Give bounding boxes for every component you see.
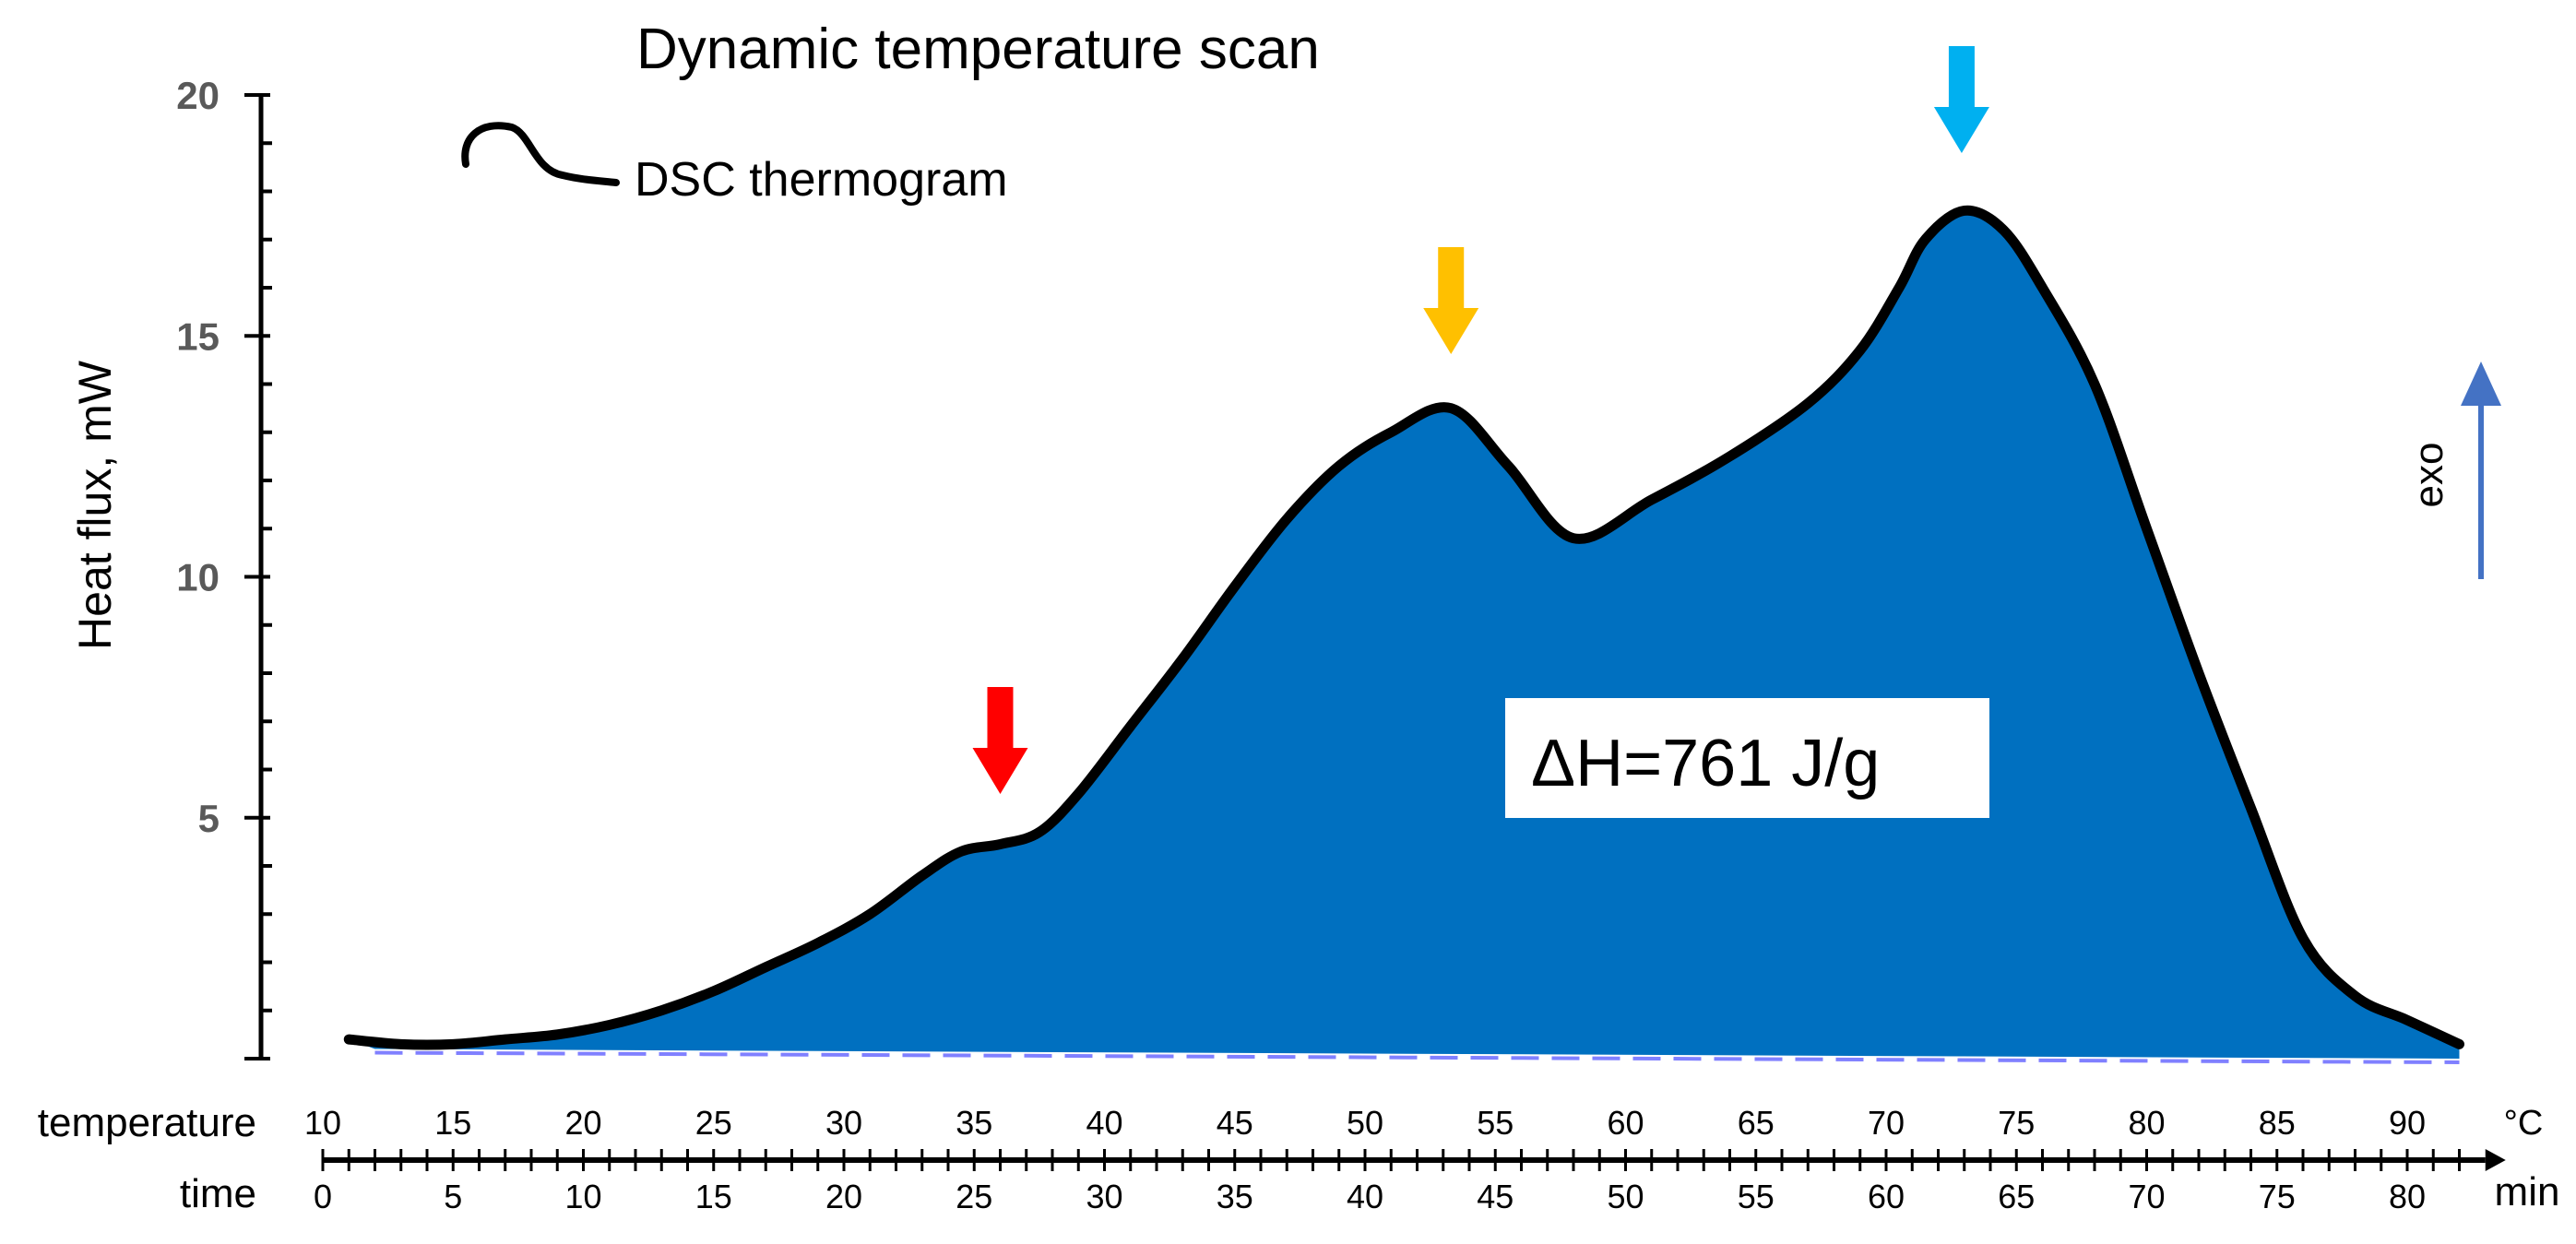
temperature-tick-label: 75 xyxy=(1998,1104,2035,1142)
time-tick-label: 30 xyxy=(1086,1178,1122,1215)
time-tick-label: 45 xyxy=(1477,1178,1514,1215)
time-tick-label: 50 xyxy=(1607,1178,1644,1215)
enthalpy-label-box xyxy=(1505,698,1989,818)
x-axes: 10 15 20 25 30 35 40 45 50 55 60 65 70 75 80 85 90 0 5 10 15… xyxy=(304,1104,2506,1215)
exo-arrow-head xyxy=(2461,361,2501,406)
dsc-thermogram-line xyxy=(343,205,2464,1050)
time-tick-label: 35 xyxy=(1217,1178,1253,1215)
temperature-tick-label: 45 xyxy=(1217,1104,1253,1142)
plot-area xyxy=(343,46,2464,1064)
temperature-tick-label: 70 xyxy=(1868,1104,1905,1142)
peak-arrow xyxy=(1933,46,1989,153)
time-tick-label: 65 xyxy=(1998,1178,2035,1215)
time-axis-name: time xyxy=(180,1171,256,1216)
y-axis: 5 10 15 20 xyxy=(176,74,272,1060)
temperature-tick-label: 15 xyxy=(434,1104,471,1142)
time-tick-label: 20 xyxy=(825,1178,862,1215)
legend-line-sample xyxy=(461,122,620,186)
temperature-tick-label: 90 xyxy=(2389,1104,2426,1142)
peak-arrow xyxy=(972,687,1028,794)
time-axis-unit: min xyxy=(2495,1169,2560,1214)
legend-label: DSC thermogram xyxy=(635,153,1008,207)
time-tick-label: 10 xyxy=(564,1178,601,1215)
temperature-tick-label: 35 xyxy=(956,1104,992,1142)
y-tick-label: 5 xyxy=(198,797,220,840)
exo-label: exo xyxy=(2406,443,2451,508)
time-tick-label: 55 xyxy=(1738,1178,1775,1215)
enthalpy-area xyxy=(349,210,2460,1059)
temperature-tick-label: 40 xyxy=(1086,1104,1122,1142)
temperature-tick-label: 80 xyxy=(2128,1104,2165,1142)
peak-arrow xyxy=(1423,247,1479,354)
temperature-tick-label: 65 xyxy=(1738,1104,1775,1142)
y-tick-label: 15 xyxy=(176,314,220,358)
y-tick-label: 10 xyxy=(176,556,220,599)
temperature-axis-unit: °C xyxy=(2504,1104,2544,1143)
time-tick-label: 0 xyxy=(314,1178,332,1215)
temperature-tick-label: 50 xyxy=(1347,1104,1383,1142)
y-tick-label: 20 xyxy=(176,74,220,117)
temperature-tick-label: 30 xyxy=(825,1104,862,1142)
temperature-tick-label: 60 xyxy=(1607,1104,1644,1142)
time-axis-arrowhead xyxy=(2485,1149,2506,1171)
time-tick-label: 40 xyxy=(1347,1178,1383,1215)
time-tick-label: 70 xyxy=(2128,1178,2165,1215)
time-tick-label: 75 xyxy=(2259,1178,2296,1215)
temperature-tick-label: 55 xyxy=(1477,1104,1514,1142)
chart-title: Dynamic temperature scan xyxy=(636,18,1320,81)
time-tick-label: 5 xyxy=(444,1178,462,1215)
time-tick-label: 60 xyxy=(1868,1178,1905,1215)
time-tick-label: 25 xyxy=(956,1178,992,1215)
temperature-tick-label: 25 xyxy=(695,1104,732,1142)
time-tick-label: 15 xyxy=(695,1178,732,1215)
temperature-axis-name: temperature xyxy=(38,1100,256,1145)
time-tick-label: 80 xyxy=(2389,1178,2426,1215)
enthalpy-label: ΔH=761 J/g xyxy=(1531,727,1880,800)
temperature-tick-label: 20 xyxy=(564,1104,601,1142)
baseline-line xyxy=(374,1050,2460,1064)
temperature-tick-label: 85 xyxy=(2259,1104,2296,1142)
y-axis-label: Heat flux, mW xyxy=(69,360,121,650)
temperature-tick-label: 10 xyxy=(304,1104,341,1142)
